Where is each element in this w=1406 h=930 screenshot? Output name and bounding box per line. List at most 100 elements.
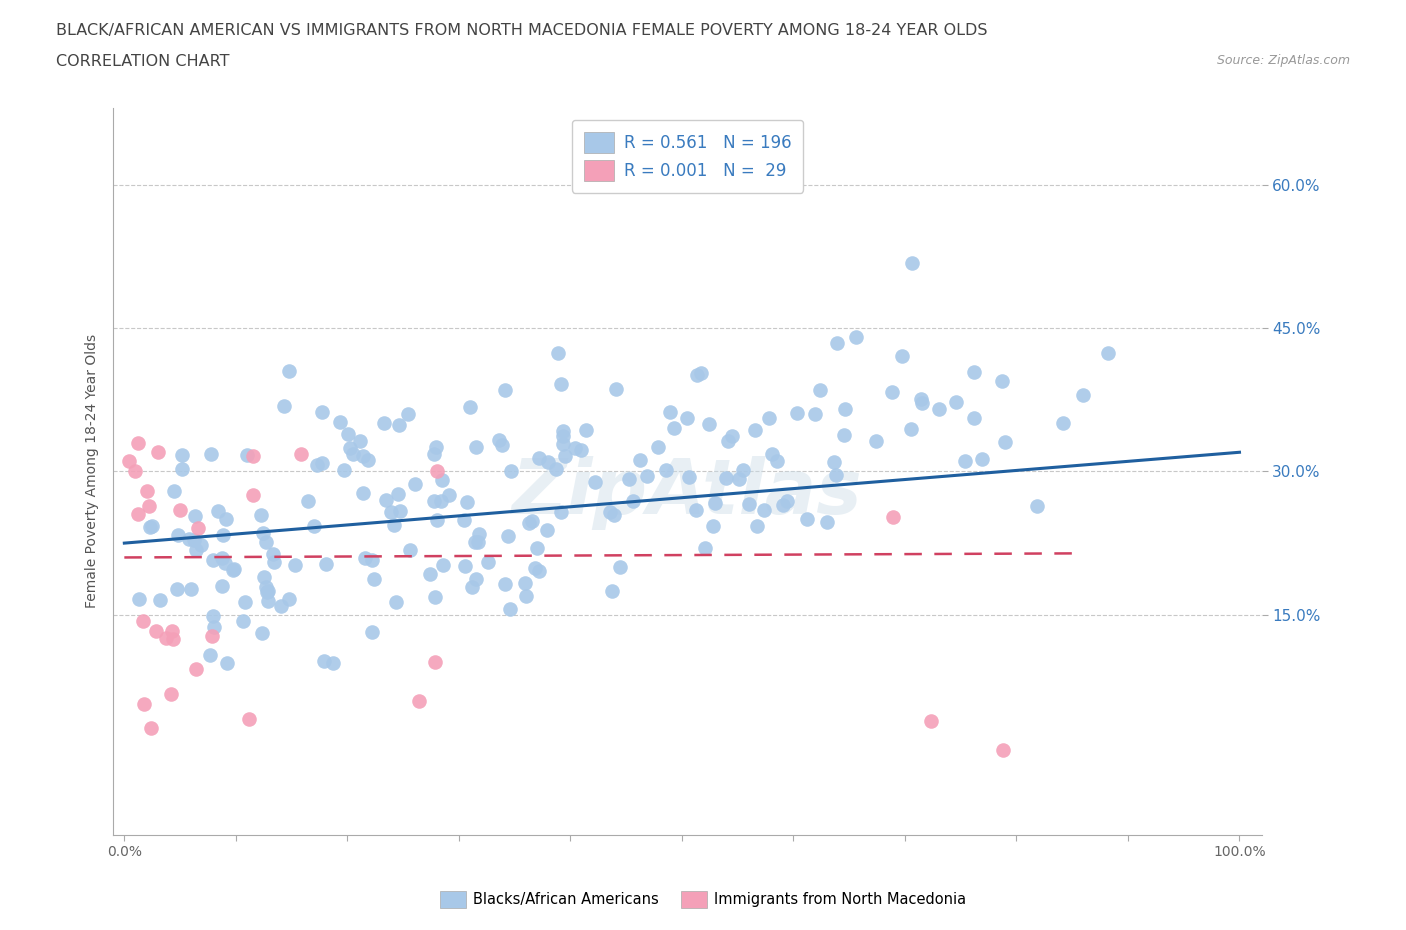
Point xyxy=(928,402,950,417)
Point xyxy=(882,510,904,525)
Point xyxy=(118,454,141,469)
Point xyxy=(689,365,711,380)
Point xyxy=(686,368,709,383)
Point xyxy=(302,519,325,534)
Point xyxy=(520,513,543,528)
Point xyxy=(609,559,631,574)
Point xyxy=(603,507,626,522)
Point xyxy=(233,595,256,610)
Point xyxy=(373,416,395,431)
Point xyxy=(339,440,361,455)
Point xyxy=(554,449,576,464)
Point xyxy=(249,508,271,523)
Point xyxy=(139,520,162,535)
Text: Source: ZipAtlas.com: Source: ZipAtlas.com xyxy=(1216,54,1350,67)
Point xyxy=(527,564,550,578)
Point xyxy=(380,504,402,519)
Point xyxy=(145,623,167,638)
Point xyxy=(437,487,460,502)
Point xyxy=(1071,388,1094,403)
Point xyxy=(910,395,932,410)
Point xyxy=(426,512,449,527)
Point xyxy=(453,512,475,527)
Point xyxy=(141,518,163,533)
Point xyxy=(135,483,157,498)
Point xyxy=(920,713,942,728)
Point xyxy=(207,504,229,519)
Point xyxy=(167,527,190,542)
Point xyxy=(423,655,446,670)
Point xyxy=(569,442,592,457)
Point xyxy=(882,384,904,399)
Point xyxy=(423,494,446,509)
Point xyxy=(655,462,678,477)
Point xyxy=(242,487,264,502)
Point xyxy=(468,526,491,541)
Point xyxy=(169,502,191,517)
Point xyxy=(717,433,740,448)
Point xyxy=(160,623,183,638)
Point xyxy=(170,447,193,462)
Point xyxy=(519,516,541,531)
Point xyxy=(796,512,818,526)
Point xyxy=(127,436,149,451)
Point xyxy=(962,365,984,379)
Point xyxy=(891,349,914,364)
Point xyxy=(628,453,651,468)
Point xyxy=(458,400,481,415)
Point xyxy=(253,569,276,584)
Point xyxy=(776,494,799,509)
Point xyxy=(460,580,482,595)
Point xyxy=(311,455,333,470)
Point xyxy=(465,439,488,454)
Point xyxy=(278,364,301,379)
Point xyxy=(363,571,385,586)
Point xyxy=(315,557,337,572)
Point xyxy=(211,579,233,594)
Point xyxy=(678,469,700,484)
Point xyxy=(201,628,224,643)
Point xyxy=(900,422,922,437)
Point xyxy=(177,532,200,547)
Point xyxy=(353,551,375,565)
Point xyxy=(375,493,398,508)
Point xyxy=(155,631,177,645)
Point xyxy=(551,429,574,444)
Point xyxy=(257,593,280,608)
Point xyxy=(575,422,598,437)
Point xyxy=(772,498,794,512)
Point xyxy=(1097,345,1119,360)
Point xyxy=(127,507,149,522)
Point xyxy=(488,432,510,447)
Text: ZipAtlas: ZipAtlas xyxy=(512,457,863,530)
Point xyxy=(180,581,202,596)
Point xyxy=(349,433,371,448)
Point xyxy=(494,383,516,398)
Point xyxy=(617,472,640,486)
Point xyxy=(676,411,699,426)
Point xyxy=(214,555,236,570)
Point xyxy=(553,424,575,439)
Point xyxy=(254,535,277,550)
Point xyxy=(599,504,621,519)
Point xyxy=(526,540,548,555)
Text: BLACK/AFRICAN AMERICAN VS IMMIGRANTS FROM NORTH MACEDONIA FEMALE POVERTY AMONG 1: BLACK/AFRICAN AMERICAN VS IMMIGRANTS FRO… xyxy=(56,23,988,38)
Point xyxy=(222,561,245,576)
Point xyxy=(311,405,333,419)
Point xyxy=(329,415,352,430)
Point xyxy=(200,446,222,461)
Point xyxy=(1026,498,1049,513)
Point xyxy=(184,661,207,676)
Point xyxy=(190,538,212,552)
Point xyxy=(823,455,845,470)
Point xyxy=(430,472,453,487)
Point xyxy=(202,619,225,634)
Point xyxy=(141,721,163,736)
Point xyxy=(456,495,478,510)
Point xyxy=(834,402,856,417)
Point xyxy=(494,577,516,591)
Point xyxy=(537,454,560,469)
Point xyxy=(605,381,627,396)
Legend: Blacks/African Americans, Immigrants from North Macedonia: Blacks/African Americans, Immigrants fro… xyxy=(433,885,973,913)
Point xyxy=(721,428,744,443)
